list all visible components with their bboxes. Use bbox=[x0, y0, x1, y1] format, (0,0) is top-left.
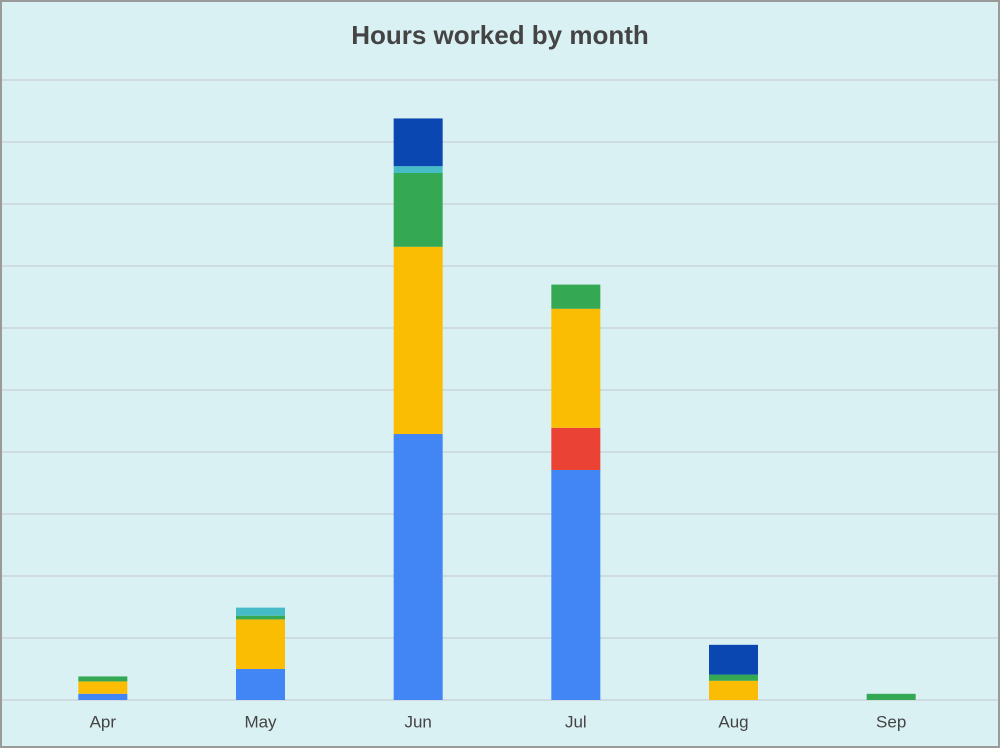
bar-segment bbox=[236, 669, 285, 700]
x-tick-label: Apr bbox=[90, 712, 117, 731]
x-tick-label: Sep bbox=[876, 712, 906, 731]
x-tick-label: Jun bbox=[404, 712, 431, 731]
bar-segment bbox=[78, 676, 128, 682]
bar-segment bbox=[393, 118, 443, 167]
bar-segment bbox=[393, 434, 443, 700]
bar-segment bbox=[78, 693, 128, 700]
bar-segment bbox=[236, 619, 285, 669]
bar-segment bbox=[236, 607, 285, 616]
bar-segment bbox=[551, 469, 601, 700]
x-tick-label: May bbox=[244, 712, 277, 731]
x-tick-label: Jul bbox=[565, 712, 587, 731]
bar-segment bbox=[236, 615, 285, 620]
bar-segment bbox=[551, 427, 601, 470]
bar-segment bbox=[709, 674, 758, 681]
chart-title: Hours worked by month bbox=[351, 20, 649, 50]
bar-segment bbox=[551, 284, 601, 309]
x-tick-label: Aug bbox=[718, 712, 748, 731]
bar-segment bbox=[866, 693, 916, 700]
bar-segment bbox=[551, 308, 601, 428]
bar-segment bbox=[709, 644, 758, 675]
bar-segment bbox=[709, 680, 758, 700]
bar-segment bbox=[393, 173, 443, 247]
bar-segment bbox=[78, 681, 128, 694]
bar-segment bbox=[393, 246, 443, 435]
bar-segment bbox=[393, 166, 443, 173]
